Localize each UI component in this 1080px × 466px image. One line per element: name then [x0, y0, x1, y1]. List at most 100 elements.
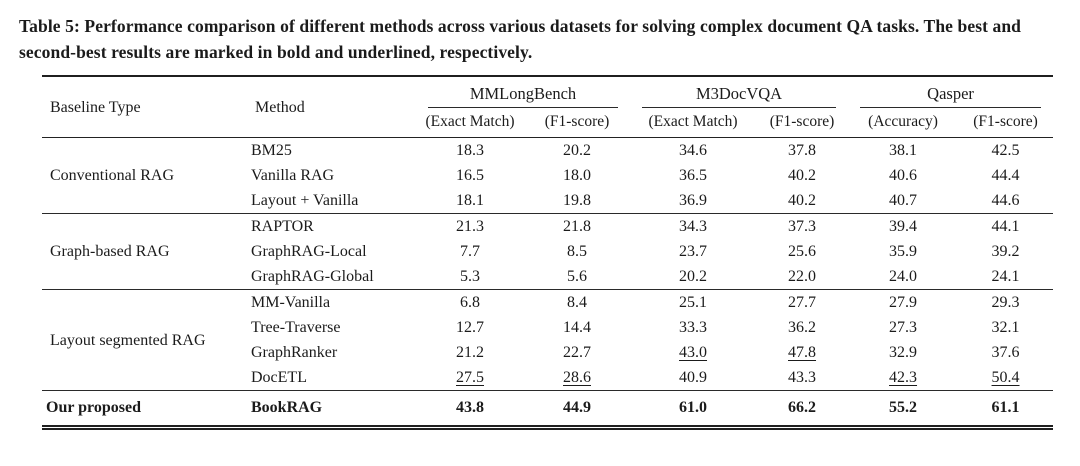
value-cell second-best: 47.8 — [756, 340, 848, 365]
value-cell: 12.7 — [456, 319, 484, 336]
method-cell: Vanilla RAG — [251, 167, 335, 184]
baseline-type-cell: Conventional RAG — [42, 137, 247, 214]
value-cell: 27.7 — [756, 289, 849, 315]
method-cell: GraphRAG-Local — [251, 243, 367, 260]
table-row: GraphRanker 21.2 22.7 43.0 47.8 32.9 37.… — [42, 340, 1053, 365]
value-cell: 35.9 — [889, 243, 918, 260]
value-cell second-best: 27.5 — [416, 365, 524, 391]
baseline-type-cell: Graph-based RAG — [42, 213, 247, 290]
value-cell: 6.8 — [416, 289, 524, 315]
table-row: Conventional RAG BM25 18.3 20.2 34.6 37.… — [42, 137, 1054, 214]
table-caption: Table 5: Performance comparison of diffe… — [19, 16, 1022, 62]
value-cell: 20.2 — [679, 268, 708, 285]
subheader-m3docvqa-exact-match: (Exact Match) — [630, 108, 757, 138]
value-cell best: 61.0 — [630, 390, 757, 425]
value-cell: 32.1 — [991, 319, 1020, 336]
underlined-value: 28.6 — [563, 369, 591, 386]
col-header-method: Method — [247, 76, 416, 138]
value-cell second-best: 42.3 — [848, 365, 958, 391]
value-cell: 38.1 — [848, 137, 959, 163]
value-cell: 34.3 — [630, 213, 757, 239]
value-cell best: 66.2 — [756, 390, 849, 425]
method-cell: BM25 — [247, 137, 416, 163]
results-table: Baseline Type Method MMLongBench M3DocVQ… — [42, 75, 1054, 425]
method-cell: Tree-Traverse — [251, 319, 341, 336]
value-cell: 40.7 — [889, 192, 918, 209]
value-cell: 44.1 — [958, 213, 1054, 239]
proposed-method-row: Our proposed BookRAG 43.8 44.9 61.0 66.2… — [42, 390, 1054, 425]
value-cell: 29.3 — [958, 289, 1054, 315]
value-cell best: 43.8 — [416, 390, 524, 425]
table-container: Baseline Type Method MMLongBench M3DocVQ… — [42, 75, 1054, 430]
value-cell: 18.3 — [416, 137, 524, 163]
header-metric-row: (Exact Match) (F1-score) (Exact Match) (… — [42, 108, 1054, 138]
table-row: Tree-Traverse 12.7 14.4 33.3 36.2 27.3 3… — [42, 315, 1053, 340]
method-cell: DocETL — [251, 369, 307, 386]
value-cell: 42.5 — [958, 137, 1054, 163]
value-cell: 22.0 — [788, 268, 817, 285]
value-cell: 8.4 — [524, 289, 631, 315]
subheader-mmlongbench-exact-match: (Exact Match) — [416, 108, 524, 138]
underlined-value: 43.0 — [679, 344, 708, 361]
value-cell: 25.6 — [788, 243, 817, 260]
value-cell: 24.1 — [991, 268, 1020, 285]
value-cell second-best: 43.0 — [630, 340, 756, 365]
value-cell: 27.9 — [848, 289, 959, 315]
value-cell second-best: 50.4 — [958, 365, 1053, 391]
value-cell: 18.1 — [456, 192, 484, 209]
value-cell: 20.2 — [524, 137, 631, 163]
value-cell: 32.9 — [889, 344, 918, 361]
value-cell: 24.0 — [889, 268, 918, 285]
dataset-group-qasper: Qasper — [848, 76, 1053, 108]
underlined-value: 47.8 — [788, 344, 817, 361]
table-row: Vanilla RAG 16.5 18.0 36.5 40.2 40.6 44.… — [42, 163, 1053, 188]
method-cell: GraphRAG-Global — [251, 268, 374, 285]
value-cell: 34.6 — [630, 137, 757, 163]
value-cell: 16.5 — [456, 167, 484, 184]
value-cell: 25.1 — [630, 289, 757, 315]
value-cell: 27.3 — [889, 319, 918, 336]
value-cell second-best: 28.6 — [524, 365, 630, 391]
method-cell: RAPTOR — [247, 213, 416, 239]
value-cell: 40.2 — [788, 192, 817, 209]
value-cell best: 44.9 — [524, 390, 631, 425]
method-cell: MM-Vanilla — [247, 289, 416, 315]
value-cell: 8.5 — [567, 243, 587, 260]
value-cell: 18.0 — [563, 167, 591, 184]
value-cell: 37.3 — [756, 213, 849, 239]
value-cell: 40.9 — [679, 369, 708, 386]
subheader-qasper-accuracy: (Accuracy) — [848, 108, 959, 138]
method-cell: BookRAG — [247, 390, 416, 425]
value-cell: 43.3 — [788, 369, 817, 386]
dataset-group-label-mmlongbench: MMLongBench — [428, 83, 619, 108]
value-cell: 36.2 — [788, 319, 817, 336]
value-cell: 36.5 — [679, 167, 708, 184]
method-cell: GraphRanker — [251, 344, 338, 361]
header-group-row: Baseline Type Method MMLongBench M3DocVQ… — [42, 76, 1053, 138]
value-cell: 40.6 — [889, 167, 918, 184]
value-cell: 7.7 — [460, 243, 480, 260]
subheader-m3docvqa-f1: (F1-score) — [756, 108, 849, 138]
value-cell: 40.2 — [788, 167, 817, 184]
value-cell: 44.4 — [991, 167, 1020, 184]
value-cell: 21.2 — [456, 344, 484, 361]
value-cell: 39.2 — [991, 243, 1020, 260]
table-row: Graph-based RAG RAPTOR 21.3 21.8 34.3 37… — [42, 213, 1054, 290]
value-cell: 19.8 — [563, 192, 591, 209]
value-cell: 14.4 — [563, 319, 591, 336]
table-row: Layout segmented RAG MM-Vanilla 6.8 8.4 … — [42, 289, 1054, 391]
table-row: Layout + Vanilla 18.1 19.8 36.9 40.2 40.… — [42, 188, 1053, 214]
value-cell: 21.3 — [416, 213, 524, 239]
underlined-value: 27.5 — [456, 369, 484, 386]
value-cell: 44.6 — [991, 192, 1020, 209]
value-cell: 5.6 — [567, 268, 587, 285]
subheader-qasper-f1: (F1-score) — [958, 108, 1054, 138]
value-cell: 33.3 — [679, 319, 708, 336]
value-cell: 39.4 — [848, 213, 959, 239]
dataset-group-m3docvqa: M3DocVQA — [630, 76, 848, 108]
value-cell: 23.7 — [679, 243, 708, 260]
table-row: GraphRAG-Local 7.7 8.5 23.7 25.6 35.9 39… — [42, 239, 1053, 264]
col-header-baseline-type: Baseline Type — [42, 76, 247, 138]
method-cell: Layout + Vanilla — [251, 192, 359, 209]
subheader-mmlongbench-f1: (F1-score) — [524, 108, 631, 138]
